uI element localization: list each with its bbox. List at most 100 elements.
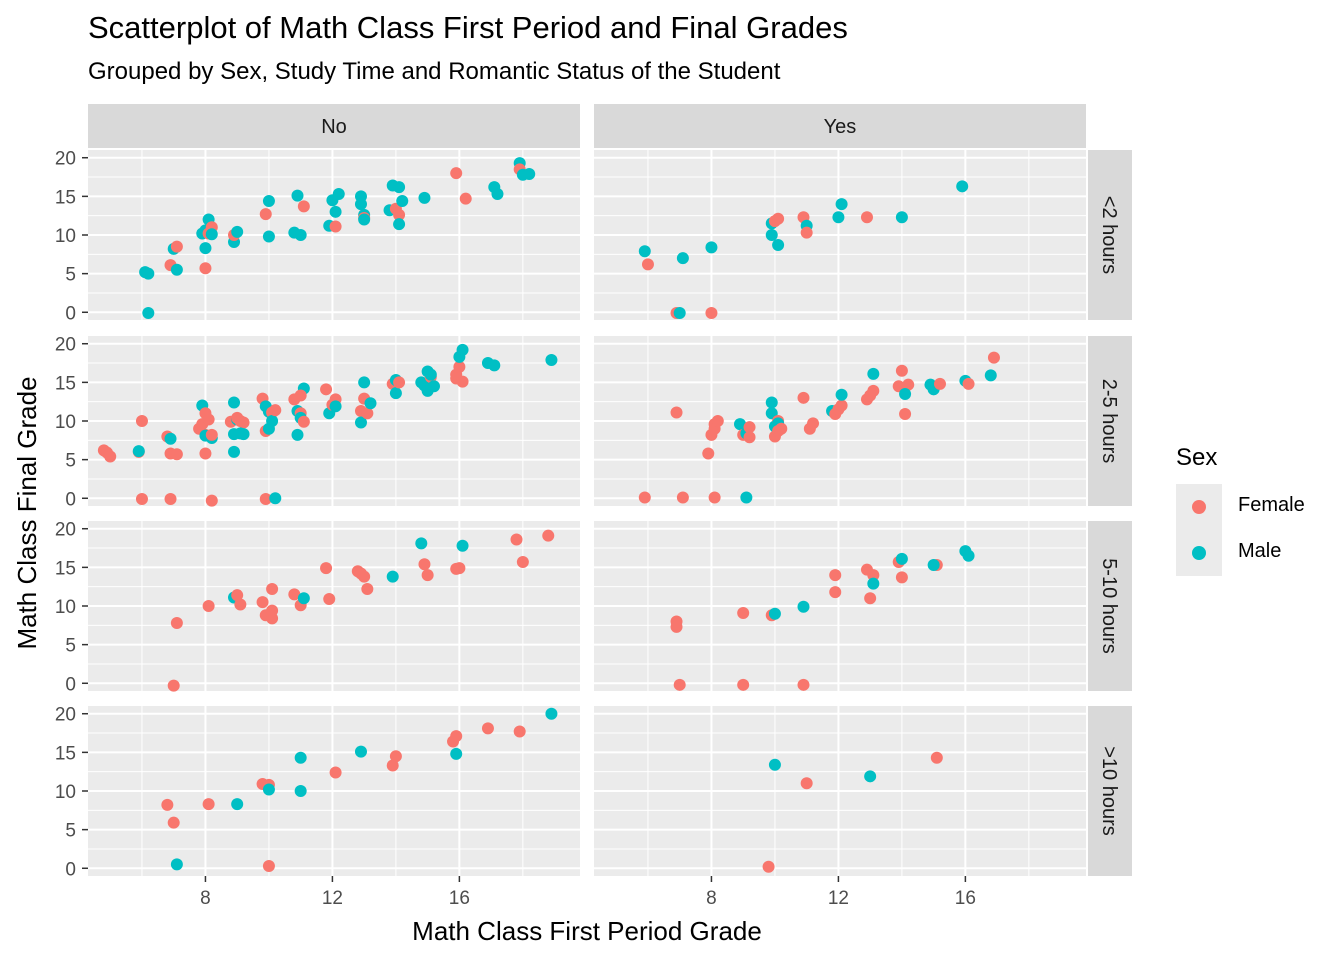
x-tick-label: 12: [322, 888, 343, 909]
data-point-male: [262, 783, 275, 796]
y-tick-label: 0: [65, 859, 76, 880]
y-tick-label: 10: [55, 412, 76, 433]
legend-title: Sex: [1176, 444, 1218, 471]
data-point-female: [256, 596, 269, 609]
data-point-female: [320, 383, 333, 396]
data-point-male: [765, 396, 778, 409]
data-point-female: [421, 569, 434, 582]
x-tick-label: 16: [955, 888, 976, 909]
data-point-male: [899, 387, 912, 400]
data-point-female: [297, 415, 310, 428]
data-point-male: [396, 195, 409, 207]
data-point-female: [269, 404, 282, 417]
legend-label-female: Female: [1238, 494, 1305, 516]
data-point-male: [867, 577, 880, 590]
y-axis-title: Math Class Final Grade: [12, 376, 42, 649]
facet-label-column: No: [321, 116, 347, 138]
facet-strip-column: [594, 104, 1086, 148]
data-point-female: [199, 447, 212, 460]
data-point-female: [867, 384, 880, 397]
data-point-male: [364, 397, 377, 410]
data-point-male: [297, 592, 310, 605]
data-point-male: [456, 539, 469, 552]
data-point-female: [641, 258, 654, 271]
data-point-female: [294, 389, 307, 402]
facet-strip-row: [1088, 150, 1132, 320]
data-point-male: [354, 198, 367, 211]
data-point-female: [510, 533, 523, 546]
data-point-female: [259, 208, 272, 221]
data-point-female: [807, 417, 820, 430]
data-point-female: [772, 212, 785, 225]
y-tick-label: 0: [65, 303, 76, 324]
legend-dot-female-icon: [1192, 500, 1206, 514]
data-point-male: [329, 205, 342, 218]
data-point-male: [450, 747, 463, 760]
legend-item-male: Male: [1176, 530, 1281, 576]
data-point-male: [354, 416, 367, 429]
data-point-female: [329, 766, 342, 779]
data-point-male: [266, 415, 279, 427]
data-point-male: [835, 388, 848, 401]
data-point-male: [424, 368, 437, 381]
data-point-female: [386, 759, 399, 772]
data-point-female: [202, 413, 215, 426]
data-point-female: [361, 407, 374, 420]
data-point-female: [389, 750, 402, 763]
data-point-male: [927, 559, 940, 572]
data-point-female: [800, 777, 813, 790]
x-tick-label: 8: [200, 888, 211, 909]
data-point-male: [895, 211, 908, 224]
data-point-male: [393, 181, 406, 194]
data-point-male: [269, 492, 282, 505]
data-point-male: [962, 549, 975, 562]
data-point-female: [453, 360, 466, 373]
data-point-male: [386, 570, 399, 583]
data-point-male: [332, 188, 345, 201]
data-point-female: [933, 377, 946, 390]
data-point-female: [459, 192, 472, 205]
data-point-female: [323, 593, 336, 606]
data-point-female: [899, 408, 912, 421]
data-point-female: [737, 606, 750, 619]
data-point-female: [797, 391, 810, 404]
data-point-female: [453, 562, 466, 575]
data-point-male: [234, 427, 247, 440]
data-point-female: [895, 364, 908, 377]
facet-strip-row: [1088, 521, 1132, 691]
data-point-female: [104, 450, 117, 463]
facet-label-row: 2-5 hours: [1098, 379, 1120, 464]
data-point-female: [205, 494, 218, 507]
data-point-female: [297, 200, 310, 213]
data-point-male: [231, 798, 244, 811]
data-point-female: [737, 678, 750, 691]
data-point-male: [427, 380, 440, 393]
data-point-male: [358, 213, 371, 226]
y-tick-label: 0: [65, 489, 76, 510]
data-point-male: [389, 387, 402, 400]
data-point-male: [291, 428, 304, 441]
data-point-female: [135, 415, 148, 427]
legend: Sex Female Male: [1176, 444, 1305, 576]
data-point-female: [930, 751, 943, 764]
data-point-male: [170, 263, 183, 276]
data-point-male: [199, 242, 212, 255]
y-tick-label: 5: [65, 265, 76, 286]
data-point-female: [829, 586, 842, 599]
facet-label-row: <2 hours: [1098, 196, 1120, 274]
data-point-male: [456, 343, 469, 356]
y-tick-label: 20: [55, 335, 76, 356]
data-point-female: [288, 588, 301, 601]
data-point-female: [450, 730, 463, 743]
data-point-female: [513, 725, 526, 738]
data-point-female: [320, 562, 333, 575]
data-point-male: [638, 245, 651, 258]
data-point-female: [987, 351, 1000, 364]
legend-key-female: [1176, 484, 1222, 530]
data-point-female: [262, 859, 275, 872]
data-point-female: [170, 448, 183, 461]
y-tick-label: 15: [55, 743, 76, 764]
data-point-male: [418, 191, 431, 204]
data-point-female: [772, 425, 785, 438]
